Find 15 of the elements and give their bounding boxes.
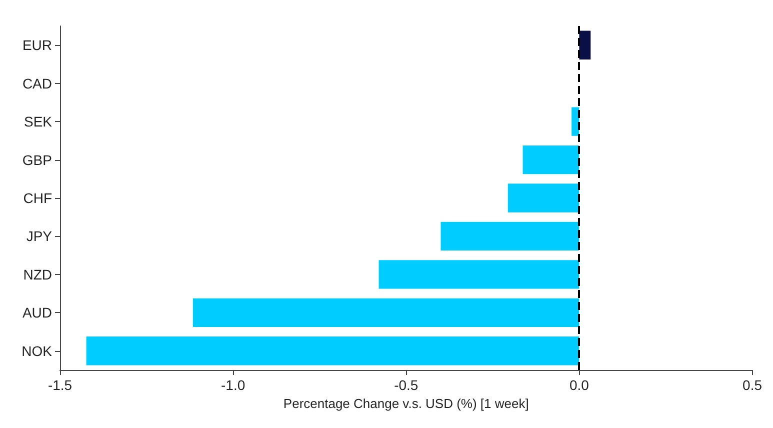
y-tick-label: NOK [22,342,53,359]
x-tick-label: -0.5 [394,377,418,393]
x-axis-title: Percentage Change v.s. USD (%) [1 week] [283,396,529,411]
y-tick-label: CHF [23,190,52,206]
y-tick-label: JPY [26,228,53,244]
y-tick-label: AUD [22,304,52,321]
x-tick-label: -1.5 [48,377,72,393]
y-tick-label: GBP [22,152,52,168]
x-tick-label: -1.0 [221,377,246,393]
y-tick-label: SEK [24,114,53,130]
y-tick-label: CAD [22,75,52,92]
y-tick-label: EUR [22,37,52,54]
x-tick-label: 0.5 [742,377,762,393]
y-tick-label: NZD [23,266,52,282]
x-tick-label: 0.0 [569,377,590,393]
